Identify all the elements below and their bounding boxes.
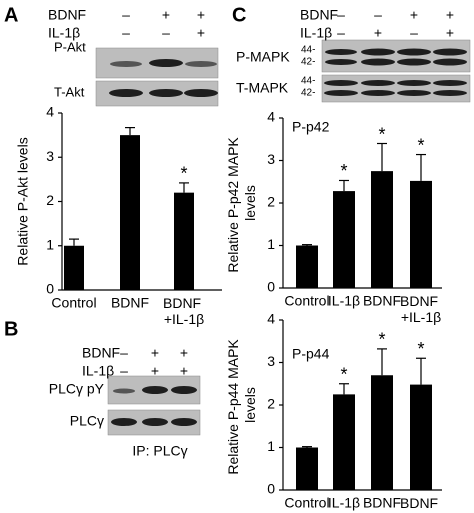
blot-label: PLCγ xyxy=(70,413,104,429)
panel-label: C xyxy=(232,4,246,26)
x-tick-label: BDNF xyxy=(363,293,401,309)
y-tick-label: 2 xyxy=(46,192,54,208)
significance-mark: * xyxy=(340,365,347,385)
treatment-sign: + xyxy=(197,7,205,23)
treatment-sign: + xyxy=(446,25,454,41)
y-tick-label: 2 xyxy=(267,194,275,210)
y-tick-label: 0 xyxy=(267,481,275,497)
bar xyxy=(410,180,432,288)
treatment-name: IL-1β xyxy=(300,25,332,41)
y-tick-label: 1 xyxy=(46,236,54,252)
y-label-group: Relative P-Akt levels xyxy=(15,137,31,265)
blot-label: P-MAPK xyxy=(236,49,290,65)
bar xyxy=(296,245,318,288)
band-label: 44- xyxy=(301,45,315,56)
y-tick-label: 1 xyxy=(267,236,275,252)
x-tick-label: IL-1β xyxy=(328,293,360,309)
treatment-sign: + xyxy=(446,7,454,23)
y-tick-label: 4 xyxy=(267,109,275,125)
bar xyxy=(120,135,140,290)
treatment-sign: + xyxy=(151,345,159,361)
treatment-sign: + xyxy=(162,7,170,23)
treatment-sign: + xyxy=(410,7,418,23)
treatment-sign: – xyxy=(337,25,345,41)
y-tick-label: 0 xyxy=(46,281,54,297)
y-axis-label: Relative P-p42 MAPK levels xyxy=(225,133,258,272)
treatment-sign: – xyxy=(337,7,345,23)
significance-mark: * xyxy=(378,124,385,144)
treatment-name: BDNF xyxy=(300,7,338,23)
treatment-name: IL-1β xyxy=(82,363,114,379)
chart-title: P-p44 xyxy=(292,346,330,362)
treatment-name: BDNF xyxy=(82,345,120,361)
blot-label: T-MAPK xyxy=(236,80,289,96)
bar xyxy=(333,191,355,288)
treatment-sign: + xyxy=(374,25,382,41)
blot-b xyxy=(107,375,201,436)
treatment-sign: + xyxy=(197,25,205,41)
blot-label: T-Akt xyxy=(54,84,85,99)
y-axis-label: Relative P-Akt levels xyxy=(15,137,31,265)
bar xyxy=(371,375,393,490)
x-tick-label: Control xyxy=(284,293,329,309)
treatment-sign: – xyxy=(374,7,382,23)
bar xyxy=(333,394,355,490)
y-tick-label: 2 xyxy=(267,396,275,412)
y-tick-label: 4 xyxy=(46,104,54,120)
bar xyxy=(410,384,432,490)
bar xyxy=(371,171,393,288)
significance-mark: * xyxy=(378,330,385,350)
treatment-sign: + xyxy=(180,345,188,361)
significance-mark: * xyxy=(417,135,424,155)
band-label: 42- xyxy=(301,57,315,68)
treatment-name: BDNF xyxy=(48,7,86,23)
x-tick-label: Control xyxy=(51,295,96,311)
y-tick-label: 4 xyxy=(267,311,275,327)
ip-label: IP: PLCγ xyxy=(132,443,187,459)
blot-label: P-Akt xyxy=(54,39,86,54)
x-tick-label: BDNF xyxy=(363,495,401,511)
treatment-sign: + xyxy=(180,363,188,379)
treatment-name: IL-1β xyxy=(48,25,80,41)
x-tick-label: BDNF xyxy=(111,295,149,311)
treatment-sign: – xyxy=(162,25,170,41)
bar xyxy=(296,447,318,490)
treatment-sign: – xyxy=(122,25,130,41)
treatment-sign: – xyxy=(120,345,128,361)
y-tick-label: 3 xyxy=(267,151,275,167)
significance-mark: * xyxy=(180,164,187,184)
y-tick-label: 1 xyxy=(267,438,275,454)
bar xyxy=(174,192,194,290)
treatment-sign: – xyxy=(120,363,128,379)
x-tick-label: BDNF +IL-1β xyxy=(400,293,442,325)
x-tick-label: BDNF +IL-1β xyxy=(163,295,205,327)
significance-mark: * xyxy=(340,161,347,181)
y-label-group: Relative P-p42 MAPK levels xyxy=(225,133,258,272)
y-tick-label: 0 xyxy=(267,279,275,295)
treatment-sign: + xyxy=(151,363,159,379)
bar xyxy=(64,245,84,290)
y-axis-label: Relative P-p44 MAPK levels xyxy=(225,335,258,474)
chart-title: P-p42 xyxy=(292,119,330,135)
panel-label: A xyxy=(4,4,18,26)
y-tick-label: 3 xyxy=(46,148,54,164)
y-tick-label: 3 xyxy=(267,353,275,369)
band-label: 42- xyxy=(301,88,315,99)
blot-label: PLCγ pY xyxy=(49,381,105,397)
x-tick-label: Control xyxy=(284,495,329,511)
significance-mark: * xyxy=(417,339,424,359)
panel-label: B xyxy=(4,318,18,340)
y-label-group: Relative P-p44 MAPK levels xyxy=(225,335,258,474)
treatment-sign: – xyxy=(410,25,418,41)
treatment-sign: – xyxy=(122,7,130,23)
x-tick-label: IL-1β xyxy=(328,495,360,511)
blot-a xyxy=(95,47,219,107)
blot-c xyxy=(321,39,471,103)
band-label: 44- xyxy=(301,76,315,87)
x-tick-label: BDNF +IL-1β xyxy=(400,495,442,513)
